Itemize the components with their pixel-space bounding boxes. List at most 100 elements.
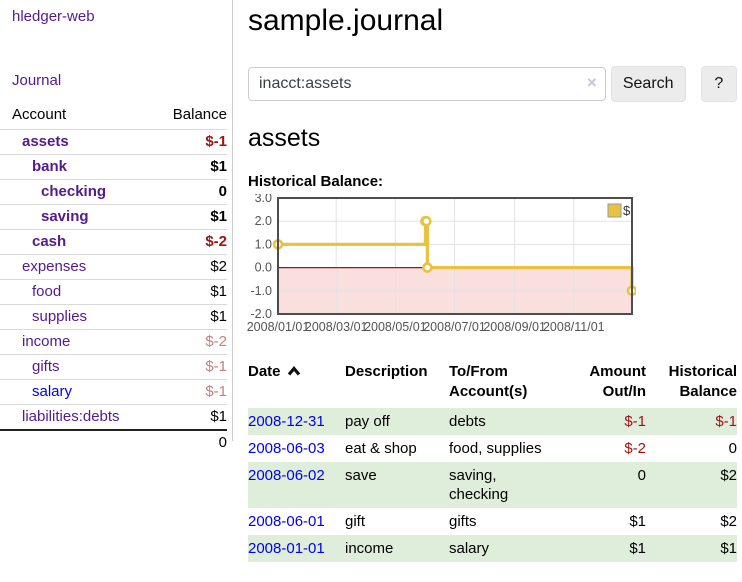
- transaction-amount: $-1: [561, 408, 646, 436]
- transaction-accounts: food, supplies: [449, 440, 542, 458]
- account-balance: $2: [210, 258, 227, 275]
- svg-text:2.0: 2.0: [255, 214, 272, 228]
- account-link-assets[interactable]: assets: [22, 133, 69, 150]
- account-balance: $1: [210, 308, 227, 325]
- account-link-supplies[interactable]: supplies: [32, 308, 88, 325]
- register-table: Date Description To/From Account(s) Amou…: [248, 360, 737, 563]
- nav-journal-link[interactable]: Journal: [12, 72, 62, 89]
- svg-text:$: $: [623, 203, 631, 218]
- accounts-header-balance: Balance: [172, 106, 227, 123]
- transaction-date-link[interactable]: 2008-06-01: [248, 513, 325, 531]
- account-link-liabilities-debts[interactable]: liabilities:debts: [22, 408, 120, 425]
- transaction-description: save: [345, 462, 449, 509]
- register-header-description: Description: [345, 363, 428, 381]
- sidebar-account-food: food $1: [0, 279, 227, 305]
- sidebar-account-cash: cash $-2: [0, 229, 227, 255]
- account-link-cash[interactable]: cash: [32, 233, 67, 250]
- svg-text:2008/09/01: 2008/09/01: [483, 320, 546, 334]
- register-header-row: Date Description To/From Account(s) Amou…: [248, 360, 737, 408]
- sidebar-account-bank: bank $1: [0, 154, 227, 180]
- transaction-balance: $2: [720, 513, 737, 531]
- account-balance: $1: [210, 283, 227, 300]
- transaction-amount: $1: [629, 513, 646, 531]
- account-link-bank[interactable]: bank: [32, 158, 68, 175]
- svg-text:2008/11/01: 2008/11/01: [543, 320, 605, 334]
- account-link-checking[interactable]: checking: [41, 183, 107, 200]
- account-balance: $-2: [205, 333, 227, 350]
- account-link-gifts[interactable]: gifts: [32, 358, 60, 375]
- clear-search-icon[interactable]: ×: [586, 72, 597, 92]
- transaction-accounts: salary: [449, 535, 561, 563]
- account-link-food[interactable]: food: [32, 283, 62, 300]
- page-title: sample.journal: [248, 4, 444, 37]
- account-link-saving[interactable]: saving: [41, 208, 89, 225]
- balance-chart-svg: 3.0 2.0 1.0 0.0 -1.0 -2.02008/01/012008/03/01…: [247, 191, 638, 334]
- sidebar-account-saving: saving $1: [0, 204, 227, 230]
- transaction-balance: 0: [728, 440, 737, 458]
- sort-ascending-icon: [287, 366, 300, 376]
- transaction-description: income: [345, 535, 449, 563]
- sidebar: hledger-web Journal Account Balance asse…: [0, 0, 233, 451]
- register-row: 2008-01-01 income salary $1 $1: [248, 535, 737, 563]
- transaction-accounts: saving, checking: [449, 462, 561, 509]
- transaction-date-link[interactable]: 2008-06-02: [248, 467, 325, 485]
- svg-text:2008/05/01: 2008/05/01: [364, 320, 427, 334]
- transaction-description: pay off: [345, 408, 449, 436]
- account-link-expenses[interactable]: expenses: [22, 258, 87, 275]
- register-header-date[interactable]: Date: [248, 360, 345, 408]
- sidebar-account-expenses: expenses $2: [0, 254, 227, 280]
- transaction-amount: $-2: [624, 440, 646, 458]
- account-link-income[interactable]: income: [22, 333, 71, 350]
- search-button[interactable]: Search: [610, 65, 686, 102]
- search-form: × Search ?: [248, 65, 737, 102]
- balance-chart: 3.0 2.0 1.0 0.0 -1.0 -2.0 2008/01/01 2008/03/01…: [244, 191, 737, 347]
- transaction-accounts: gifts: [449, 513, 477, 531]
- account-balance: $1: [210, 408, 227, 425]
- account-balance: $-2: [205, 233, 227, 250]
- sidebar-account-salary: salary $-1: [0, 379, 227, 405]
- svg-text:1.0: 1.0: [255, 238, 272, 252]
- sidebar-account-liabilities-debts: liabilities:debts $1: [0, 404, 227, 431]
- main-content: sample.journal × Search ? assets Histori…: [247, 0, 737, 563]
- svg-text:2008/03/01: 2008/03/01: [305, 320, 368, 334]
- transaction-description: eat & shop: [345, 440, 417, 458]
- account-balance: 0: [218, 183, 227, 200]
- sidebar-account-income: income $-2: [0, 329, 227, 355]
- svg-text:0.0: 0.0: [255, 261, 272, 275]
- transaction-date-link[interactable]: 2008-06-03: [248, 440, 325, 458]
- accounts-header-account: Account: [12, 106, 67, 123]
- account-balance: $-1: [205, 133, 227, 150]
- transaction-amount: 0: [561, 462, 646, 509]
- register-row: 2008-06-03 eat & shop food, supplies $-2…: [248, 435, 737, 462]
- transaction-balance: $-1: [646, 408, 737, 436]
- svg-text:2008/01/01: 2008/01/01: [247, 320, 310, 334]
- transaction-description: gift: [345, 513, 366, 531]
- account-balance: $1: [210, 208, 227, 225]
- account-title: assets: [248, 123, 321, 152]
- accounts-total-value: 0: [218, 434, 227, 451]
- svg-text:3.0: 3.0: [255, 194, 272, 205]
- accounts-header-row: Account Balance: [0, 102, 227, 130]
- transaction-date-link[interactable]: 2008-01-01: [248, 540, 325, 558]
- register-row: 2008-06-02 save saving, checking 0 $2: [248, 462, 737, 509]
- register-row: 2008-06-01 gift gifts $1 $2: [248, 508, 737, 535]
- search-input[interactable]: [248, 66, 606, 101]
- chart-title: Historical Balance:: [248, 173, 384, 191]
- transaction-accounts: debts: [449, 408, 561, 436]
- svg-text:-1.0: -1.0: [250, 284, 272, 298]
- sidebar-account-gifts: gifts $-1: [0, 354, 227, 380]
- account-balance: $1: [210, 158, 227, 175]
- help-button[interactable]: ?: [700, 65, 737, 102]
- sidebar-account-checking: checking 0: [0, 179, 227, 205]
- register-header-amount: Amount Out/In: [589, 363, 646, 401]
- brand-link[interactable]: hledger-web: [12, 8, 95, 25]
- transaction-date-link[interactable]: 2008-12-31: [248, 413, 325, 431]
- transaction-amount: $1: [561, 535, 646, 563]
- transaction-balance: $1: [646, 535, 737, 563]
- account-link-salary[interactable]: salary: [32, 383, 73, 400]
- register-row: 2008-12-31 pay off debts $-1 $-1: [248, 408, 737, 436]
- sidebar-account-supplies: supplies $1: [0, 304, 227, 330]
- svg-text:-2.0: -2.0: [250, 307, 272, 321]
- register-header-accounts: To/From Account(s): [449, 363, 528, 401]
- accounts-table: Account Balance assets $-1 bank $1 check…: [0, 102, 227, 454]
